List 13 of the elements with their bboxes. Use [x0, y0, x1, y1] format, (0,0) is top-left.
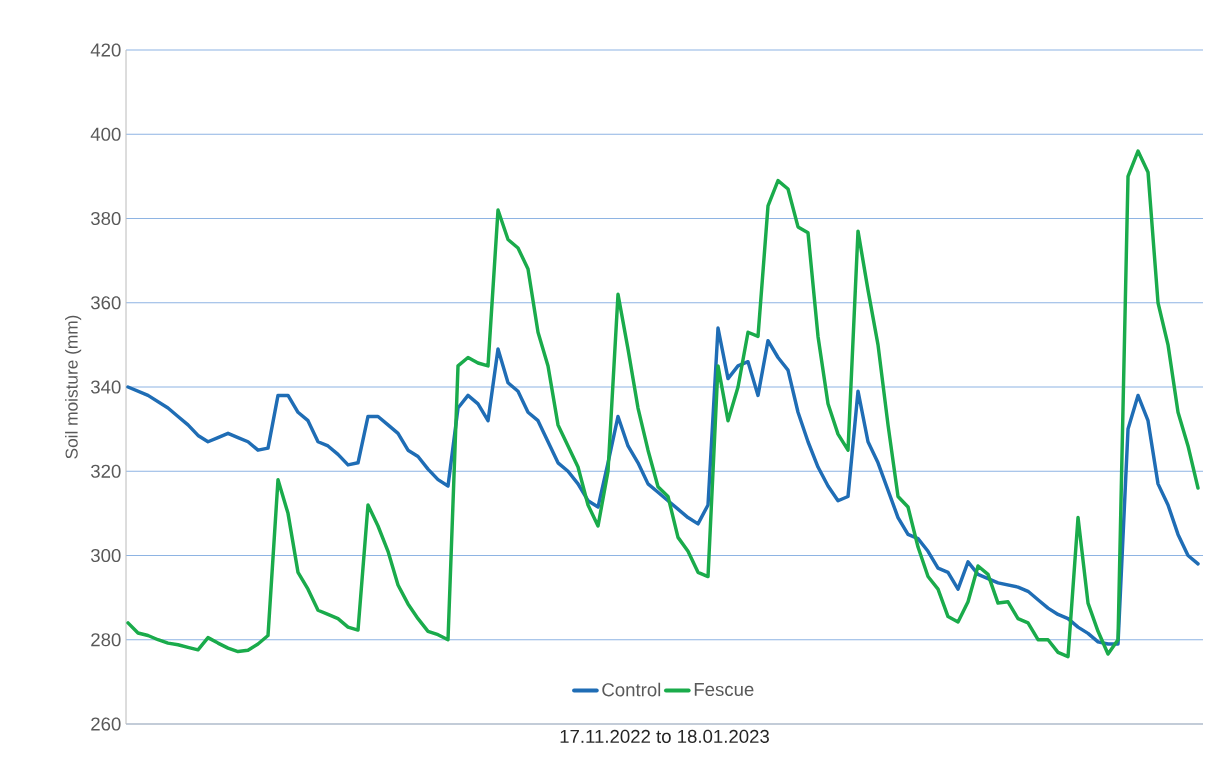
y-tick-label: 280	[91, 633, 121, 647]
x-axis-title: 17.11.2022 to 18.01.2023	[560, 729, 769, 743]
legend-label: Control	[602, 682, 661, 697]
y-tick-label: 340	[90, 380, 121, 394]
y-tick-label: 260	[91, 717, 121, 731]
y-axis-title: Soil moisture (mm)	[65, 315, 82, 459]
y-tick-label: 380	[90, 211, 121, 226]
y-tick-label: 300	[90, 548, 121, 563]
y-tick-label: 360	[90, 296, 121, 310]
y-tick-label: 320	[90, 464, 121, 478]
y-tick-label: 400	[90, 127, 121, 141]
y-tick-label: 420	[90, 43, 121, 57]
legend-label: Fescue	[694, 683, 754, 697]
